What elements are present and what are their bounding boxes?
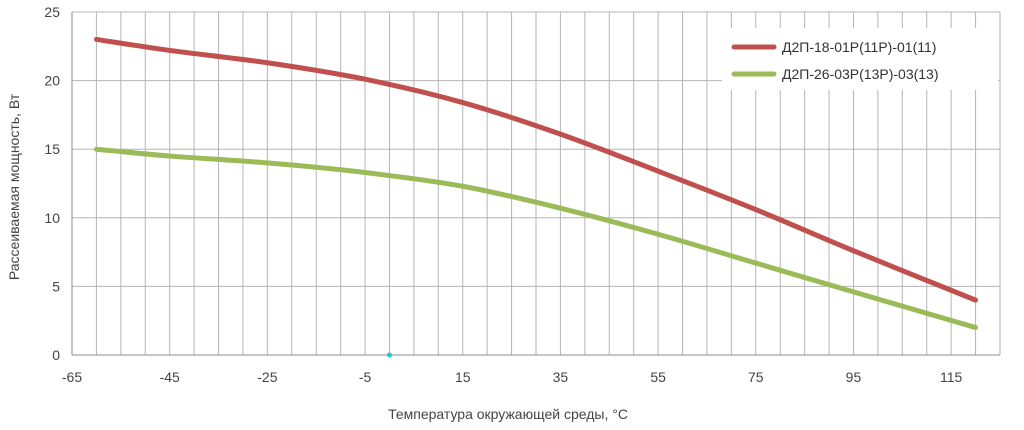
series-line-1	[93, 36, 979, 303]
y-tick-label: 10	[44, 210, 60, 226]
x-axis-title: Температура окружающей среды, °C	[388, 406, 628, 422]
y-axis-title: Рассеиваемая мощность, Вт	[6, 93, 22, 280]
tick-labels: 0 5 10 15 20 25 -65 -45 -25 -5 15 35 55 75 95 115	[44, 4, 962, 385]
y-tick-label: 0	[52, 347, 60, 363]
y-tick-label: 20	[44, 73, 60, 89]
x-tick-label: -45	[160, 369, 180, 385]
x-tick-label: 95	[846, 369, 862, 385]
x-tick-label: 115	[940, 369, 963, 385]
grid	[72, 11, 1001, 355]
legend-box	[722, 28, 998, 90]
x-tick-label: 75	[748, 369, 764, 385]
x-tick-label: 35	[553, 369, 569, 385]
legend-label-2: Д2П-26-03Р(13Р)-03(13)	[782, 66, 939, 82]
x-tick-label: -5	[359, 369, 372, 385]
x-tick-label: -25	[257, 369, 277, 385]
x-tick-label: 15	[455, 369, 471, 385]
x-tick-label: 55	[650, 369, 666, 385]
y-tick-label: 25	[44, 4, 60, 20]
y-tick-label: 15	[44, 141, 60, 157]
origin-marker	[386, 352, 392, 358]
axes	[71, 12, 1000, 358]
x-tick-label: -65	[62, 369, 82, 385]
series-line-2	[93, 146, 979, 331]
legend-label-1: Д2П-18-01Р(11Р)-01(11)	[782, 39, 936, 55]
series-lines	[93, 36, 979, 331]
legend: Д2П-18-01Р(11Р)-01(11) Д2П-26-03Р(13Р)-0…	[722, 28, 998, 90]
y-tick-label: 5	[52, 278, 60, 294]
